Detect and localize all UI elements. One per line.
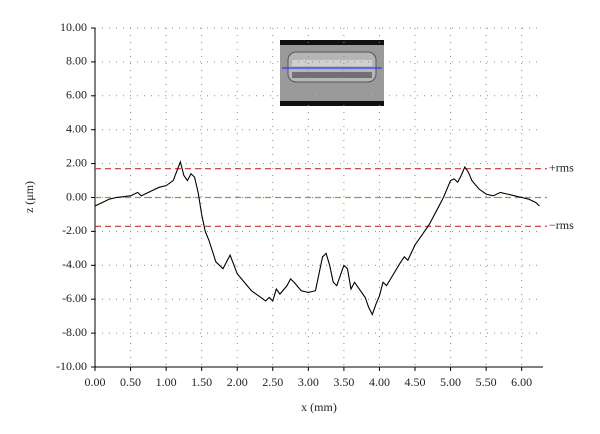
inset-image — [280, 40, 384, 106]
y-tick-label: 0.00 — [66, 189, 87, 203]
y-tick-label: 8.00 — [66, 54, 87, 68]
line-series — [94, 160, 540, 316]
y-axis-label: z (μm) — [22, 181, 36, 213]
x-tick-label: 4.50 — [405, 375, 426, 389]
x-axis-label: x (mm) — [301, 400, 337, 414]
x-tick-label: 4.00 — [369, 375, 390, 389]
y-tick-label: -6.00 — [62, 291, 87, 305]
y-tick-label: -10.00 — [56, 359, 87, 373]
x-tick-label: 3.50 — [333, 375, 354, 389]
y-tick-label: 4.00 — [66, 121, 87, 135]
y-tick-label: 2.00 — [66, 155, 87, 169]
x-tick-label: 5.00 — [440, 375, 461, 389]
x-tick-label: 1.50 — [191, 375, 212, 389]
x-tick-label: 0.00 — [85, 375, 106, 389]
x-tick-label: 2.50 — [262, 375, 283, 389]
y-tick-label: -4.00 — [62, 257, 87, 271]
x-tick-label: 6.00 — [511, 375, 532, 389]
x-tick-label: 3.00 — [298, 375, 319, 389]
x-tick-label: 0.50 — [120, 375, 141, 389]
x-tick-label: 5.50 — [476, 375, 497, 389]
y-tick-label: -8.00 — [62, 325, 87, 339]
x-tick-label: 1.00 — [156, 375, 177, 389]
y-tick-label: 10.00 — [60, 20, 87, 34]
y-tick-label: 6.00 — [66, 88, 87, 102]
reference-label: −rms — [549, 218, 574, 232]
x-tick-label: 2.00 — [227, 375, 248, 389]
y-tick-label: -2.00 — [62, 223, 87, 237]
reference-label: +rms — [549, 160, 574, 174]
